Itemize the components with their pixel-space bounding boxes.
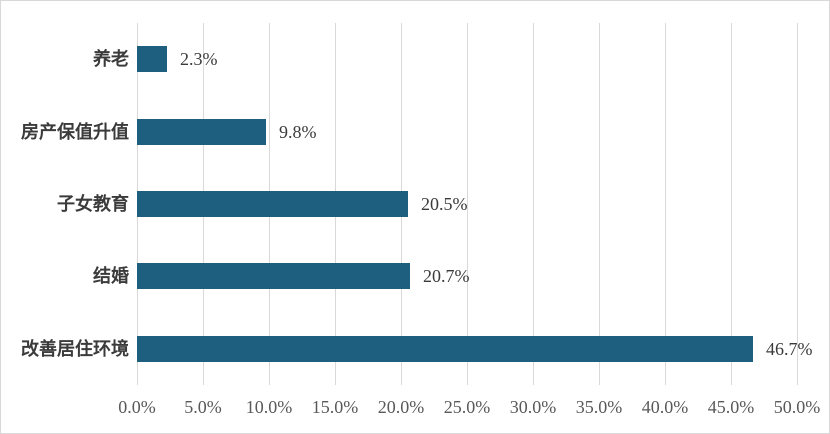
x-tick-label: 25.0% <box>443 397 491 417</box>
data-label: 9.8% <box>279 122 317 142</box>
gridline <box>797 23 798 385</box>
gridline <box>665 23 666 385</box>
gridline <box>467 23 468 385</box>
gridline <box>533 23 534 385</box>
x-tick-label: 50.0% <box>773 397 821 417</box>
x-tick-label: 5.0% <box>184 397 222 417</box>
data-label: 20.5% <box>421 194 468 214</box>
data-label: 2.3% <box>180 49 218 69</box>
bar <box>137 191 408 217</box>
bar <box>137 263 410 289</box>
data-label: 20.7% <box>423 266 470 286</box>
x-tick-label: 15.0% <box>311 397 359 417</box>
x-tick-label: 10.0% <box>245 397 293 417</box>
gridline <box>599 23 600 385</box>
bar <box>137 119 266 145</box>
data-label: 46.7% <box>766 339 813 359</box>
x-tick-label: 30.0% <box>509 397 557 417</box>
x-tick-label: 20.0% <box>377 397 425 417</box>
category-label: 房产保值升值 <box>21 122 129 142</box>
x-tick-label: 35.0% <box>575 397 623 417</box>
gridline <box>731 23 732 385</box>
category-label: 结婚 <box>93 266 129 286</box>
x-tick-label: 45.0% <box>707 397 755 417</box>
category-label: 养老 <box>93 49 129 69</box>
x-tick-label: 40.0% <box>641 397 689 417</box>
category-label: 子女教育 <box>57 194 129 214</box>
category-label: 改善居住环境 <box>21 339 129 359</box>
bar <box>137 336 753 362</box>
bar <box>137 46 167 72</box>
x-tick-label: 0.0% <box>118 397 156 417</box>
